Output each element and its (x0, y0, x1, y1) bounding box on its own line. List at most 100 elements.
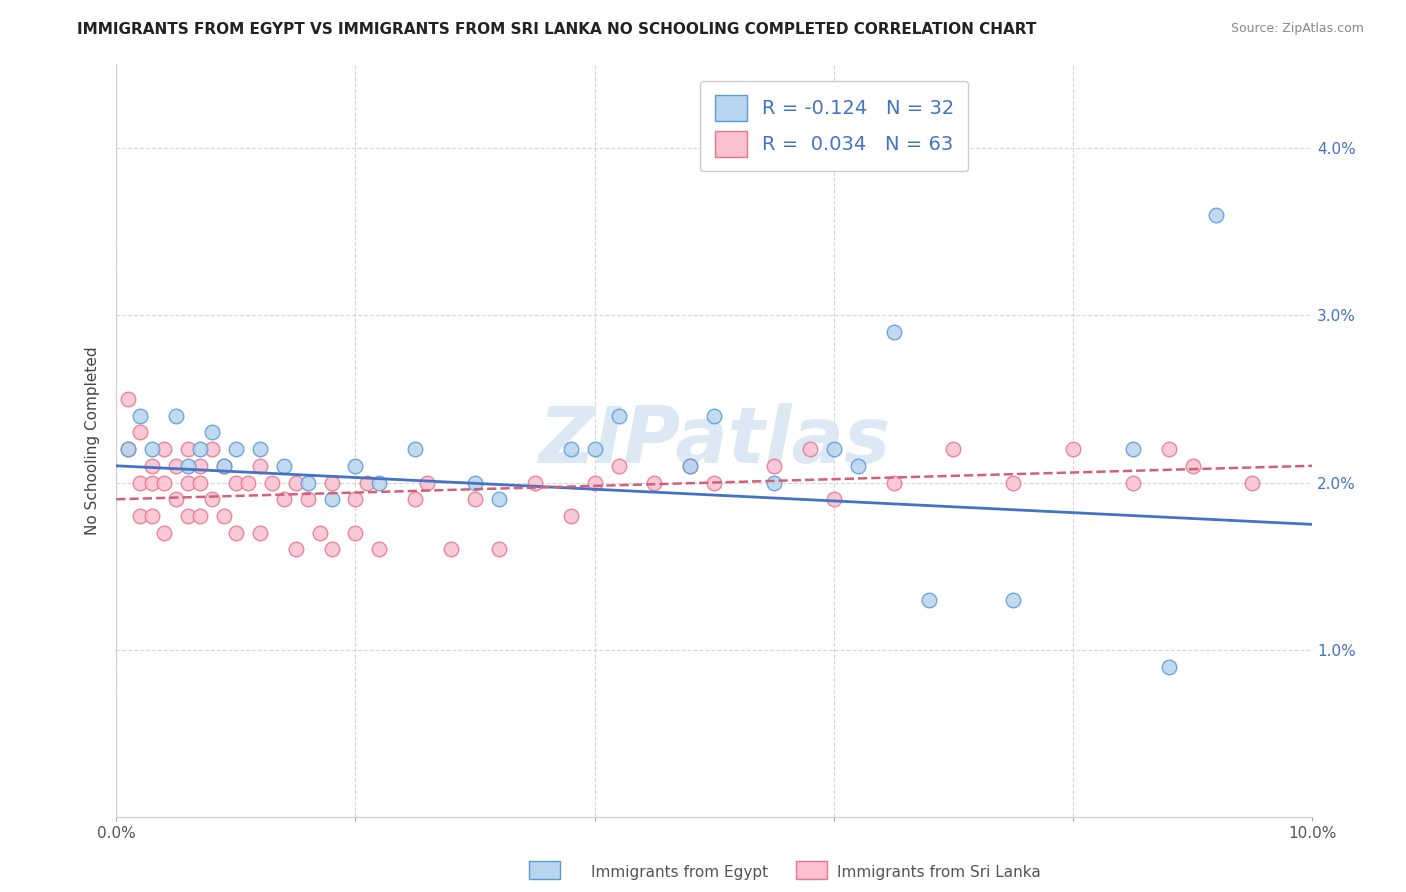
Point (117, 442, 139, 456)
Point (212, 458, 235, 473)
Point (153, 475, 176, 490)
Point (703, 409, 725, 423)
Point (918, 592, 941, 607)
Legend: R = -0.124   N = 32, R =  0.034   N = 63: R = -0.124 N = 32, R = 0.034 N = 63 (700, 80, 969, 171)
Point (643, 475, 665, 490)
Point (883, 325, 905, 339)
Point (404, 492, 426, 507)
Point (1241, 475, 1264, 490)
Point (188, 475, 211, 490)
Point (1181, 458, 1204, 473)
Point (321, 475, 343, 490)
Point (284, 542, 307, 557)
Point (583, 475, 606, 490)
Point (1157, 442, 1180, 456)
Point (321, 542, 343, 557)
Point (464, 492, 486, 507)
Point (560, 508, 582, 523)
Point (823, 492, 845, 507)
Point (583, 442, 606, 456)
Point (141, 458, 163, 473)
Point (165, 409, 187, 423)
Point (129, 409, 152, 423)
Point (368, 475, 391, 490)
Point (177, 442, 200, 456)
Point (308, 525, 330, 540)
Point (177, 475, 200, 490)
Point (117, 442, 139, 456)
Point (762, 475, 785, 490)
Point (1002, 475, 1025, 490)
Point (177, 508, 200, 523)
Point (356, 475, 378, 490)
Point (273, 492, 295, 507)
Point (523, 475, 546, 490)
Point (368, 542, 391, 557)
Point (225, 525, 247, 540)
Point (297, 475, 319, 490)
Point (236, 475, 259, 490)
Point (404, 442, 426, 456)
Point (679, 458, 702, 473)
Point (201, 492, 224, 507)
Point (560, 442, 582, 456)
Point (942, 442, 965, 456)
Point (883, 475, 905, 490)
Point (607, 458, 630, 473)
Point (284, 475, 307, 490)
Text: Immigrants from Egypt: Immigrants from Egypt (591, 865, 768, 880)
Point (188, 458, 211, 473)
Point (177, 458, 200, 473)
Point (273, 458, 295, 473)
Point (117, 392, 139, 406)
Point (1122, 442, 1144, 456)
Point (201, 425, 224, 440)
Point (297, 492, 319, 507)
Point (141, 508, 163, 523)
Point (188, 508, 211, 523)
Point (165, 458, 187, 473)
Point (1122, 475, 1144, 490)
Point (201, 442, 224, 456)
Point (153, 442, 176, 456)
Point (1157, 659, 1180, 673)
Point (249, 525, 271, 540)
Point (1062, 442, 1084, 456)
Point (141, 442, 163, 456)
Point (153, 525, 176, 540)
Point (344, 492, 367, 507)
Point (416, 475, 439, 490)
Point (488, 542, 510, 557)
Point (344, 458, 367, 473)
Point (165, 492, 187, 507)
Point (344, 525, 367, 540)
Point (679, 458, 702, 473)
Point (129, 475, 152, 490)
Point (260, 475, 283, 490)
Point (1002, 592, 1025, 607)
Point (212, 458, 235, 473)
Text: Immigrants from Sri Lanka: Immigrants from Sri Lanka (837, 865, 1040, 880)
Point (212, 508, 235, 523)
Point (440, 542, 463, 557)
Point (225, 442, 247, 456)
Point (1205, 208, 1227, 222)
Point (249, 458, 271, 473)
Point (464, 475, 486, 490)
Point (488, 492, 510, 507)
Point (249, 442, 271, 456)
Point (225, 475, 247, 490)
Point (823, 442, 845, 456)
Point (129, 508, 152, 523)
Point (321, 492, 343, 507)
Text: IMMIGRANTS FROM EGYPT VS IMMIGRANTS FROM SRI LANKA NO SCHOOLING COMPLETED CORREL: IMMIGRANTS FROM EGYPT VS IMMIGRANTS FROM… (77, 22, 1036, 37)
Text: ZIPatlas: ZIPatlas (538, 402, 890, 479)
Point (129, 425, 152, 440)
Point (846, 458, 869, 473)
Point (607, 409, 630, 423)
Point (799, 442, 821, 456)
Text: Source: ZipAtlas.com: Source: ZipAtlas.com (1230, 22, 1364, 36)
Point (703, 475, 725, 490)
Y-axis label: No Schooling Completed: No Schooling Completed (86, 346, 100, 535)
Point (141, 475, 163, 490)
